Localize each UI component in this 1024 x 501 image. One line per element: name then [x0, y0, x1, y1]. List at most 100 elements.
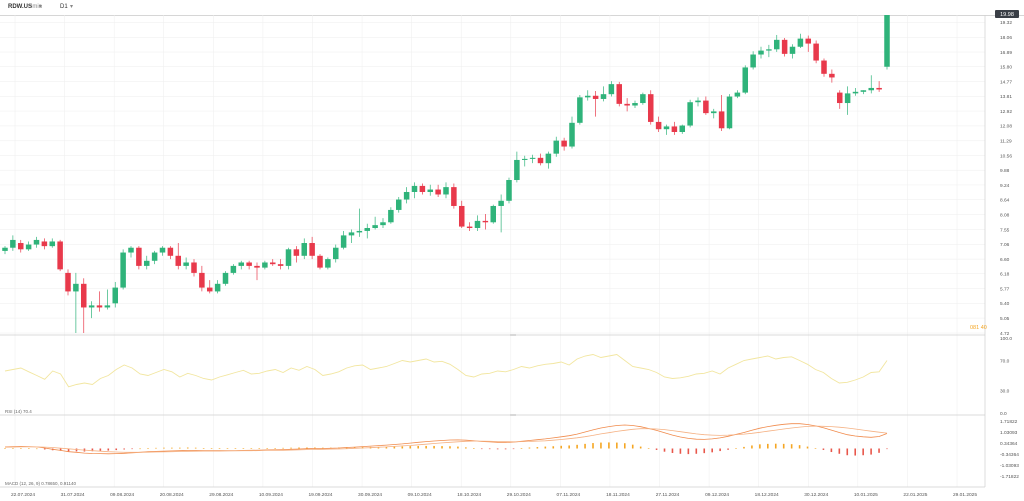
candle-body: [332, 247, 339, 260]
symbol-label[interactable]: RDW.US: [8, 4, 32, 10]
candle-body: [458, 205, 465, 227]
candle-body: [868, 87, 875, 91]
macd-histogram-bar: [528, 447, 531, 449]
candle-body: [380, 222, 386, 226]
macd-panel: [4, 423, 888, 456]
candle-body: [592, 95, 599, 99]
macd-histogram-bar: [616, 442, 618, 449]
candle-body: [175, 255, 182, 266]
candle-body: [687, 102, 693, 126]
candle-body: [65, 272, 71, 292]
candle-body: [104, 305, 111, 308]
candle-body: [451, 187, 457, 206]
candle-body: [821, 60, 827, 74]
macd-histogram-bar: [75, 448, 78, 452]
macd-histogram-bar: [862, 448, 864, 456]
panel-resize-handle[interactable]: [510, 414, 516, 416]
macd-histogram-bar: [171, 447, 173, 449]
macd-histogram-bar: [218, 448, 221, 449]
macd-histogram-bar: [846, 448, 849, 456]
date-tick-label: 30.09.2024: [358, 492, 382, 498]
candle-body: [750, 54, 756, 68]
macd-histogram-bar: [282, 447, 284, 449]
date-tick-label: 29.08.2024: [209, 492, 233, 498]
macd-histogram-bar: [830, 448, 833, 453]
candle-body: [781, 39, 788, 54]
panel-resize-handle[interactable]: [510, 334, 516, 336]
candle-body: [514, 159, 520, 181]
candle-body: [703, 100, 709, 114]
candle-body: [553, 140, 560, 154]
macd-histogram-bar: [671, 448, 674, 453]
candle-body: [624, 103, 630, 106]
macd-histogram-bar: [584, 443, 586, 449]
symbol-suffix: 5min: [29, 4, 43, 10]
macd-histogram-bar: [99, 448, 102, 451]
price-tick-label: 16.89: [1000, 50, 1012, 56]
macd-histogram-bar: [687, 448, 690, 455]
macd-histogram-bar: [242, 448, 245, 449]
macd-histogram-bar: [782, 443, 785, 449]
candle-body: [356, 230, 363, 233]
candle-body: [506, 180, 512, 201]
candle-body: [726, 96, 733, 129]
macd-histogram-bar: [512, 448, 515, 450]
candle-body: [49, 241, 56, 247]
rsi-legend[interactable]: RSI (14) 70.4: [5, 409, 32, 414]
macd-histogram-bar: [226, 448, 229, 449]
price-tick-label: 11.29: [1000, 139, 1012, 145]
candle-body: [474, 220, 481, 229]
macd-histogram-bar: [457, 446, 459, 449]
macd-histogram-bar: [751, 445, 753, 449]
macd-histogram-bar: [417, 445, 419, 449]
candle-body: [490, 205, 497, 223]
macd-signal-line: [4, 425, 888, 453]
candle-body: [600, 94, 607, 99]
chart-toolbar: RDW.US 5min ▾ D1 ▾: [0, 0, 1024, 16]
timeframe-label[interactable]: D1: [60, 4, 68, 10]
candle-body: [25, 244, 32, 250]
candle-body: [364, 228, 371, 231]
macd-histogram-bar: [647, 448, 650, 449]
price-tick-label: 4.72: [1000, 331, 1010, 337]
macd-histogram-bar: [655, 448, 658, 450]
candle-body: [88, 305, 95, 308]
candle-body: [222, 272, 229, 284]
candle-body: [80, 283, 87, 308]
date-tick-label: 29.01.2025: [953, 492, 977, 498]
timeframe-dropdown-icon[interactable]: ▾: [70, 4, 74, 10]
candle-body: [348, 232, 355, 236]
candle-body: [301, 243, 308, 256]
rsi-line: [4, 354, 888, 388]
macd-histogram-bar: [480, 448, 483, 450]
price-tick-label: 9.88: [1000, 168, 1010, 174]
date-tick-label: 07.11.2024: [557, 492, 581, 498]
candlestick-series: [2, 15, 890, 333]
candle-body: [112, 287, 119, 304]
macd-tick-label: -1.71822: [1000, 474, 1019, 480]
candle-body: [758, 50, 764, 55]
macd-tick-label: 0.34364: [1000, 441, 1018, 447]
rsi-tick-label: 30.0: [1000, 388, 1010, 394]
candle-body: [230, 265, 237, 273]
macd-histogram-bar: [345, 447, 348, 449]
date-tick-label: 09.12.2024: [705, 492, 729, 498]
macd-histogram-bar: [35, 448, 38, 450]
price-tick-label: 14.77: [1000, 79, 1012, 85]
macd-histogram-bar: [131, 448, 133, 450]
symbol-dropdown-icon[interactable]: ▾: [39, 4, 43, 10]
macd-histogram-bar: [4, 448, 6, 449]
candle-body: [238, 262, 245, 266]
candle-body: [183, 262, 189, 266]
macd-histogram-bar: [59, 448, 62, 451]
macd-histogram-bar: [210, 448, 213, 449]
candle-body: [293, 249, 300, 256]
candle-body: [852, 91, 859, 94]
candle-body: [33, 239, 40, 245]
macd-histogram-bar: [306, 447, 308, 449]
macd-histogram-bar: [250, 448, 253, 449]
candle-body: [789, 46, 796, 54]
candle-body: [584, 95, 591, 98]
macd-legend[interactable]: MACD (12, 26, 9) 0.78650, 0.91140: [5, 481, 76, 486]
